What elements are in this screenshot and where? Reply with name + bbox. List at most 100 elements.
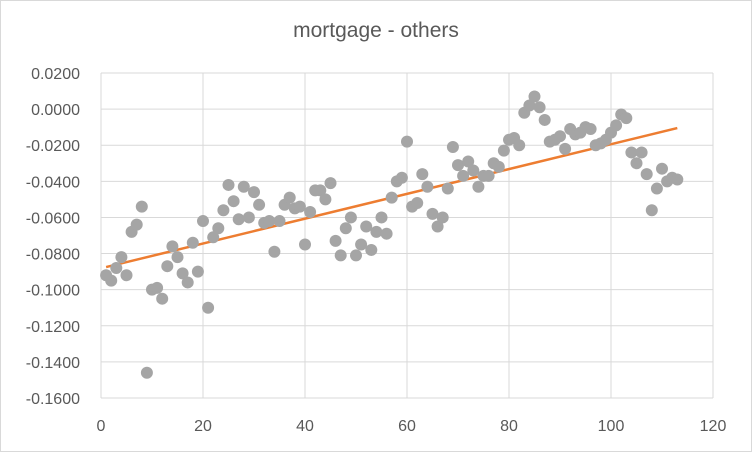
- data-point: [472, 180, 485, 193]
- data-point: [202, 301, 215, 314]
- data-point: [324, 177, 337, 190]
- data-point: [513, 139, 526, 152]
- data-point: [421, 180, 434, 193]
- data-point: [436, 211, 449, 224]
- data-point: [135, 200, 148, 213]
- data-point: [446, 141, 459, 154]
- data-point: [355, 238, 368, 251]
- data-point: [344, 211, 357, 224]
- data-point: [640, 168, 653, 181]
- data-point: [304, 206, 317, 219]
- data-point: [161, 260, 174, 273]
- data-point: [314, 184, 327, 197]
- data-point: [212, 222, 225, 235]
- y-tick-label: -0.0200: [26, 138, 80, 155]
- data-point: [375, 211, 388, 224]
- x-tick-label: 20: [194, 418, 212, 435]
- data-point: [237, 180, 250, 193]
- x-axis-tick-labels: 0 20 40 60 80 100 120: [97, 418, 727, 435]
- y-tick-label: 0.0000: [31, 102, 80, 119]
- x-tick-label: 60: [398, 418, 416, 435]
- data-point: [273, 215, 286, 228]
- data-point: [411, 197, 424, 209]
- data-point: [171, 251, 184, 264]
- data-point: [441, 182, 454, 195]
- data-points: [100, 90, 684, 379]
- data-point: [186, 236, 199, 249]
- chart-title: mortgage - others: [293, 19, 459, 42]
- data-point: [339, 222, 352, 235]
- data-point: [492, 160, 505, 173]
- data-point: [242, 211, 255, 224]
- data-point: [130, 218, 143, 231]
- data-point: [115, 251, 128, 264]
- data-point: [360, 220, 373, 233]
- data-point: [217, 204, 230, 217]
- data-point: [350, 249, 362, 262]
- data-point: [191, 265, 204, 278]
- data-point: [319, 193, 332, 206]
- data-point: [416, 168, 429, 181]
- data-point: [227, 195, 240, 208]
- data-point: [105, 274, 118, 287]
- data-point: [263, 215, 276, 228]
- data-point: [528, 90, 541, 103]
- y-tick-label: -0.1400: [26, 355, 80, 372]
- data-point: [166, 240, 179, 253]
- data-point: [365, 243, 378, 256]
- data-point: [645, 204, 658, 217]
- y-axis-tick-labels: 0.0200 0.0000 -0.0200 -0.0400 -0.0600 -0.0800…: [26, 66, 80, 408]
- data-point: [426, 207, 439, 220]
- data-point: [523, 99, 536, 112]
- y-tick-label: -0.1200: [26, 319, 80, 336]
- data-point: [293, 200, 306, 213]
- data-point: [452, 159, 464, 172]
- data-point: [232, 213, 245, 226]
- data-point: [207, 231, 220, 244]
- x-tick-label: 0: [97, 418, 106, 435]
- data-point: [151, 281, 164, 294]
- x-tick-label: 120: [700, 418, 727, 435]
- data-point: [671, 173, 684, 186]
- x-tick-label: 80: [500, 418, 518, 435]
- data-point: [395, 171, 408, 184]
- data-point: [656, 162, 668, 175]
- data-point: [370, 225, 383, 238]
- y-tick-label: 0.0200: [31, 66, 80, 83]
- data-point: [253, 198, 266, 211]
- data-point: [140, 366, 153, 379]
- data-point: [538, 113, 551, 126]
- data-point: [650, 182, 663, 195]
- x-tick-label: 40: [296, 418, 314, 435]
- data-point: [431, 220, 444, 233]
- data-point: [457, 169, 470, 182]
- data-point: [334, 249, 347, 262]
- data-point: [380, 227, 393, 240]
- data-point: [630, 157, 643, 170]
- data-point: [533, 101, 546, 114]
- data-point: [401, 135, 413, 148]
- data-point: [268, 245, 281, 258]
- data-point: [584, 122, 597, 135]
- y-tick-label: -0.0800: [26, 247, 80, 264]
- data-point: [329, 234, 342, 247]
- data-point: [110, 262, 123, 274]
- data-point: [248, 186, 260, 199]
- grid-lines: [100, 72, 714, 399]
- y-tick-label: -0.0600: [26, 210, 80, 227]
- y-tick-label: -0.1000: [26, 283, 80, 300]
- data-point: [467, 164, 480, 177]
- data-point: [181, 276, 194, 289]
- y-tick-label: -0.1600: [26, 391, 80, 408]
- data-point: [299, 238, 311, 251]
- data-point: [156, 292, 169, 305]
- data-point: [197, 215, 209, 228]
- data-point: [176, 267, 189, 280]
- data-point: [620, 112, 633, 125]
- data-point: [497, 144, 510, 157]
- data-point: [482, 169, 495, 182]
- data-point: [385, 191, 398, 204]
- data-point: [554, 130, 566, 143]
